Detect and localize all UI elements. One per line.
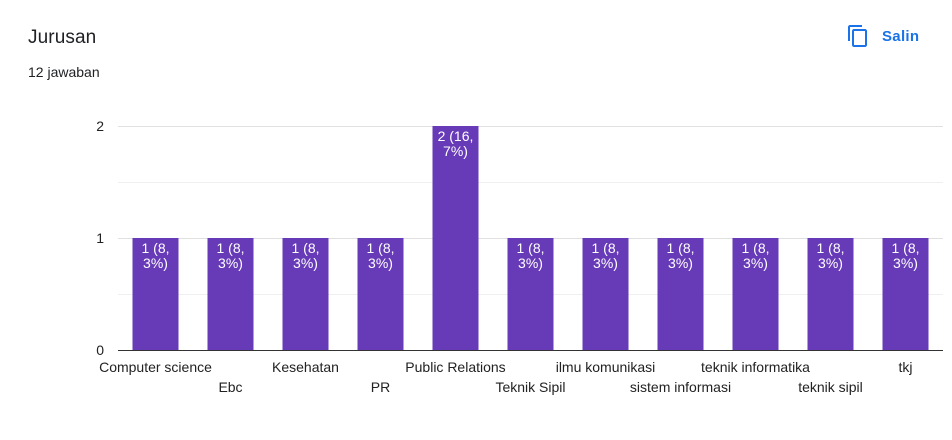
bar-data-label: 3%) bbox=[518, 255, 543, 271]
bar-data-label: 3%) bbox=[893, 255, 918, 271]
bar-data-label: 1 (8, bbox=[591, 240, 619, 256]
bar-data-label: 1 (8, bbox=[216, 240, 244, 256]
bar-data-label: 3%) bbox=[593, 255, 618, 271]
y-tick-label: 0 bbox=[96, 342, 104, 358]
bar bbox=[357, 238, 404, 350]
x-tick-label: Teknik Sipil bbox=[495, 379, 565, 395]
bar-data-label: 3%) bbox=[743, 255, 768, 271]
copy-button-label: Salin bbox=[882, 27, 920, 45]
bar bbox=[582, 238, 629, 350]
x-tick-label: teknik informatika bbox=[701, 359, 810, 375]
x-tick-label: Public Relations bbox=[405, 359, 505, 375]
bar-data-label: 7%) bbox=[443, 143, 468, 159]
bar-data-label: 3%) bbox=[668, 255, 693, 271]
y-tick-label: 2 bbox=[96, 118, 104, 134]
x-tick-label: Computer science bbox=[99, 359, 212, 375]
bar bbox=[432, 126, 479, 350]
bar-data-label: 1 (8, bbox=[741, 240, 769, 256]
bar-data-label: 3%) bbox=[368, 255, 393, 271]
x-tick-label: teknik sipil bbox=[798, 379, 863, 395]
bar-data-label: 1 (8, bbox=[516, 240, 544, 256]
question-title: Jurusan bbox=[28, 27, 97, 48]
x-tick-label: ilmu komunikasi bbox=[556, 359, 656, 375]
y-tick-label: 1 bbox=[96, 230, 104, 246]
copy-icon bbox=[848, 25, 867, 47]
bar-data-label: 3%) bbox=[218, 255, 243, 271]
bar bbox=[657, 238, 704, 350]
x-tick-label: PR bbox=[371, 379, 390, 395]
bar-data-label: 3%) bbox=[143, 255, 168, 271]
bar-data-label: 1 (8, bbox=[291, 240, 319, 256]
bar-data-label: 3%) bbox=[293, 255, 318, 271]
bar bbox=[732, 238, 779, 350]
bar-data-label: 1 (8, bbox=[366, 240, 394, 256]
bar bbox=[132, 238, 179, 350]
bar bbox=[507, 238, 554, 350]
bar bbox=[882, 238, 929, 350]
x-tick-label: Ebc bbox=[218, 379, 242, 395]
bar-data-label: 1 (8, bbox=[891, 240, 919, 256]
bar-data-label: 1 (8, bbox=[141, 240, 169, 256]
bar-data-label: 3%) bbox=[818, 255, 843, 271]
response-count: 12 jawaban bbox=[28, 64, 100, 80]
bar bbox=[207, 238, 254, 350]
copy-chart-button[interactable]: Salin bbox=[838, 16, 934, 56]
x-tick-label: Kesehatan bbox=[272, 359, 339, 375]
x-tick-label: tkj bbox=[899, 359, 913, 375]
bar-data-label: 1 (8, bbox=[666, 240, 694, 256]
x-tick-label: sistem informasi bbox=[630, 379, 731, 395]
bar bbox=[282, 238, 329, 350]
bar-data-label: 2 (16, bbox=[438, 128, 474, 144]
bar-data-label: 1 (8, bbox=[816, 240, 844, 256]
bar bbox=[807, 238, 854, 350]
